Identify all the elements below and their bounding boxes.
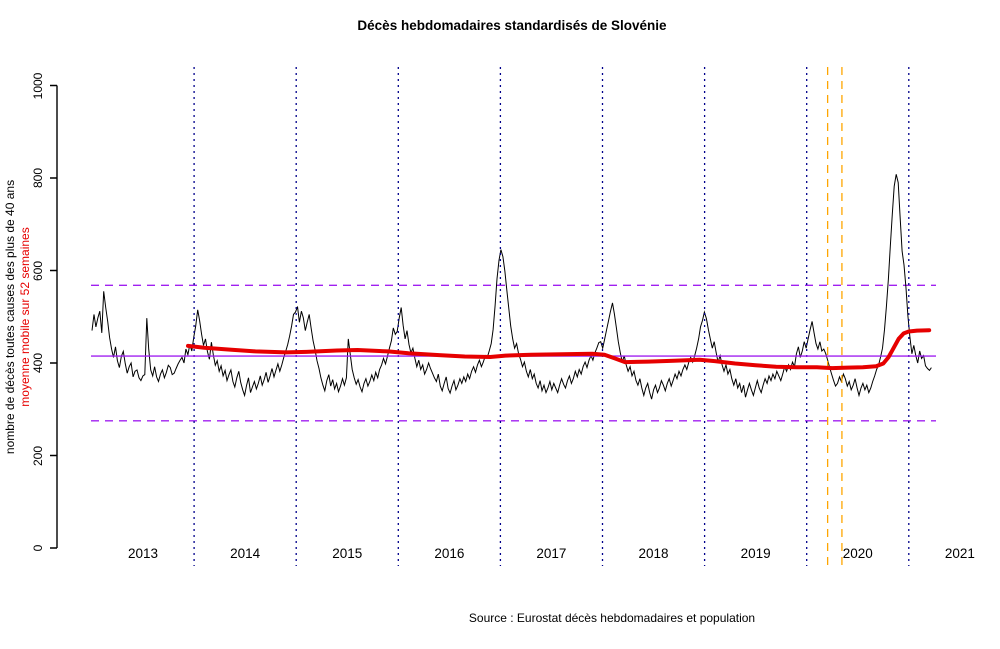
x-tick-label: 2018 [638,546,669,561]
y-axis [50,84,58,549]
x-tick-label: 2021 [944,546,975,561]
moving-average-line [186,328,932,371]
y-tick-label: 200 [31,445,45,466]
source-caption: Source : Eurostat décès hebdomadaires et… [468,611,756,625]
x-tick-label: 2017 [536,546,567,561]
x-tick-label: 2015 [332,546,363,561]
x-tick-label: 2020 [842,546,873,561]
x-tick-label: 2016 [434,546,465,561]
y-tick-label: 400 [31,352,45,374]
x-tick-label: 2013 [128,546,159,561]
y-tick-label: 0 [31,544,45,552]
x-tick-label: 2019 [740,546,771,561]
y-tick-label: 800 [31,167,45,189]
y-tick-label: 1000 [31,72,45,99]
y-tick-label: 600 [31,260,45,281]
chart-title: Décès hebdomadaires standardisés de Slov… [357,18,667,33]
x-tick-label: 2014 [230,546,261,561]
